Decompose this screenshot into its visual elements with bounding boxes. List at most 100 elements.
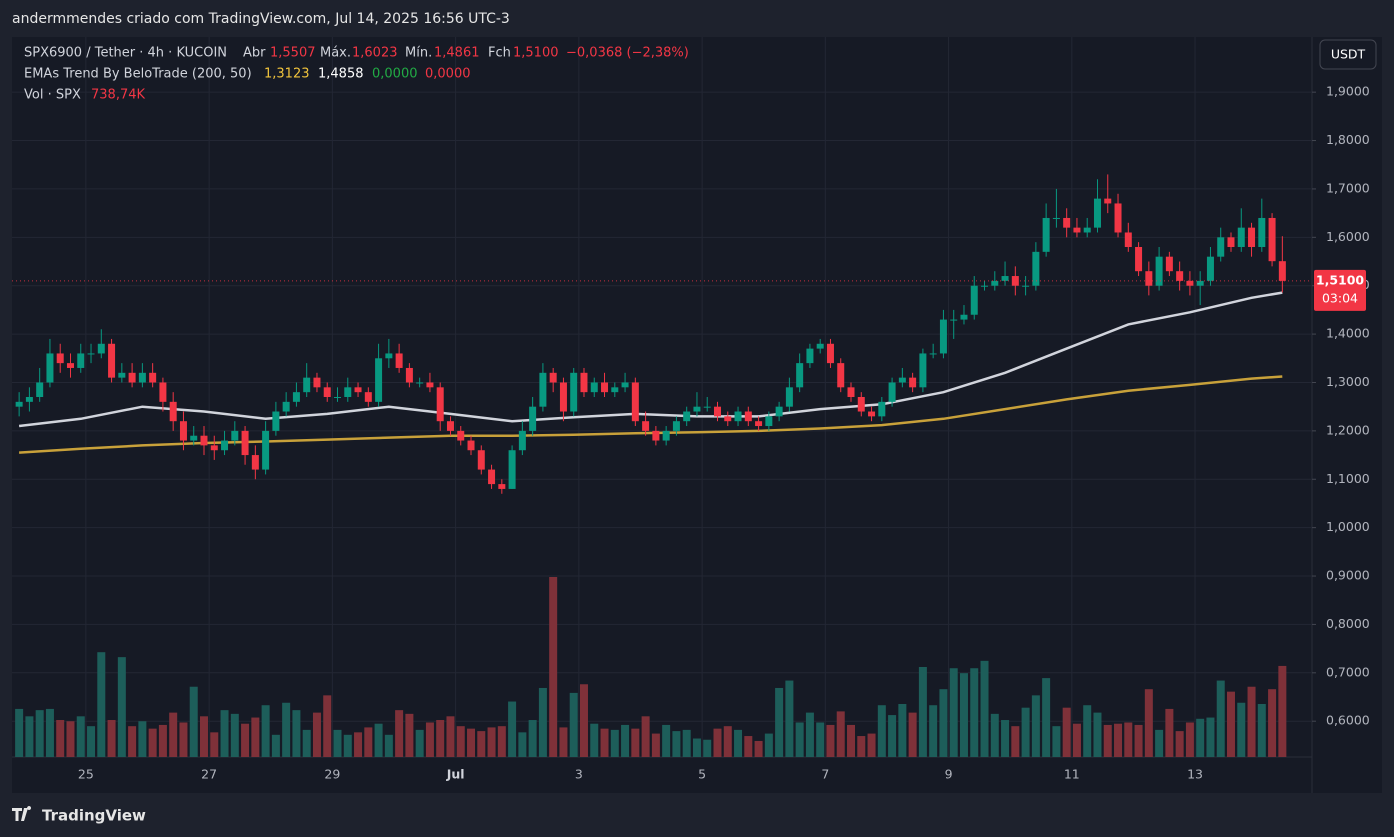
candle-body [806,348,814,364]
volume-bar [117,657,126,757]
candle-body [477,450,485,470]
volume-bar [15,708,24,757]
volume-bar [836,711,845,757]
ema-line [18,291,1283,428]
candle-body [1145,271,1153,286]
candle-body [888,382,896,402]
candle-body [724,416,732,422]
volume-bar [631,728,640,757]
volume-bar [754,740,763,757]
candle-body [457,430,465,441]
volume-bar [405,713,414,757]
volume-bar [898,703,907,757]
volume-bar [888,715,897,757]
volume-bar [816,722,825,757]
indicator-value: 0,0000 [372,67,418,82]
volume-bar [282,702,291,757]
volume-bar [703,739,712,757]
candle-body [857,397,865,412]
candle-body [66,363,74,368]
volume-bar [354,732,363,757]
candle-body [344,387,352,397]
y-tick-label: 1,9000 [1326,84,1370,99]
volume-bar [744,736,753,757]
volume-bar [128,726,137,757]
candle-body [1196,280,1204,286]
volume-bar [158,724,167,757]
volume-bar [446,716,455,757]
volume-bar [518,732,527,757]
candle-body [405,367,413,383]
volume-bar [241,723,250,757]
candle-body [1042,217,1050,252]
volume-bar [764,733,773,757]
volume-bar [1268,689,1277,757]
candle-body [498,484,506,489]
currency-button[interactable] [1319,39,1377,70]
volume-bar [1021,707,1030,757]
candle-body [1022,285,1030,287]
candle-body [826,343,834,364]
volume-bar [1011,726,1020,757]
volume-bar [1155,729,1164,757]
x-tick-label: 27 [201,767,217,782]
volume-bar [312,712,321,757]
candle-body [77,353,85,368]
candle-body [46,353,54,383]
volume-bar [138,721,147,757]
candle-body [1011,276,1019,286]
x-tick-label: 9 [945,767,953,782]
volume-bar [271,734,280,757]
candle-body [1237,227,1245,247]
volume-bar [477,731,486,757]
volume-bar [1165,708,1174,757]
candle-body [1227,237,1235,247]
volume-bar [918,667,927,757]
candle-body [385,353,393,359]
volume-bar [179,722,188,757]
candle-body [549,372,557,383]
currency-label[interactable]: USDT [1331,47,1366,62]
candle-body [1217,237,1225,257]
candle-body [36,382,44,397]
y-tick-label: 1,2000 [1326,422,1370,437]
volume-bar [508,701,517,757]
y-tick-label: 1,0000 [1326,519,1370,534]
candle-body [1165,256,1173,272]
volume-bar [1052,726,1061,757]
candle-body [1176,271,1184,281]
volume-bar [1175,731,1184,757]
candle-body [919,353,927,388]
candle-body [364,392,372,402]
candle-body [816,343,824,349]
volume-bar [672,731,681,757]
candle-body [601,382,609,393]
volume-bar [1226,691,1235,757]
candle-body [334,397,342,398]
last-price-label: 1,5100 [1316,272,1365,287]
candle-body [1093,198,1101,228]
byline: andermmendes criado com TradingView.com,… [12,11,510,27]
indicator-name: EMAs Trend By BeloTrade (200, 50) [24,67,252,82]
candles [15,174,1286,494]
volume-bar [1185,722,1194,757]
volume-bar [1062,707,1071,757]
x-tick-label: 13 [1187,767,1203,782]
candle-body [580,372,588,393]
candle-body [1114,203,1122,233]
last-price-tag [1314,269,1366,311]
candle-body [221,440,229,451]
volume-bar [775,687,784,757]
candle-body [241,430,249,456]
candle-body [292,392,300,402]
volume-bar [497,726,506,757]
volume-bar [35,710,44,757]
volume-bar [877,705,886,757]
volume-bar [538,687,547,757]
candle-body [1258,217,1266,247]
candle-body [765,416,773,427]
volume-bar [1072,723,1081,757]
candle-body [87,353,95,355]
volume-bar [569,692,578,757]
volume-bar [1114,723,1123,757]
